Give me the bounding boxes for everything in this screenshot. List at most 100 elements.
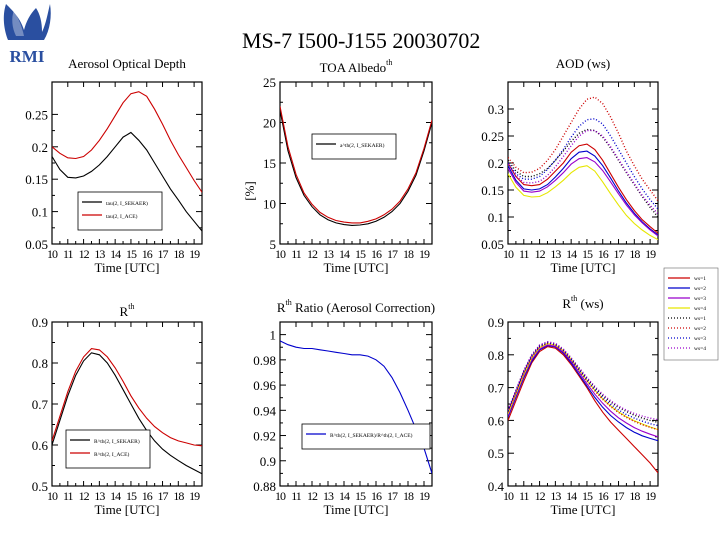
y-tick-label: 20 [263,116,276,131]
ws-legend-label: ws=2 [694,286,706,292]
chart-title-main: R [562,296,571,311]
x-tick-label: 16 [142,247,153,261]
x-tick-label: 13 [94,489,105,503]
y-tick-label: 15 [263,156,276,171]
chart-title-main: TOA Albedo [320,60,387,75]
series-line-7 [508,341,658,427]
legend-frame [77,191,163,231]
legend-frame [65,429,151,469]
x-tick-label: 18 [173,489,184,503]
x-tick-label: 14 [110,247,121,261]
x-tick-label: 18 [403,247,414,261]
y-tick-label: 0.9 [32,315,48,330]
series-line-2 [508,150,658,236]
series-line-1 [280,110,432,226]
legend-label: R^th(2, I_SEKAER) [94,438,140,445]
legend-frame [301,423,431,450]
plot-frame [279,81,433,245]
series-line-1 [280,340,432,474]
x-tick-label: 10 [47,489,58,503]
y-tick-label: 0.88 [253,479,276,494]
series-line-5 [508,341,658,424]
y-tick-label: 0.6 [488,413,505,428]
ws-legend-label: ws=3 [694,296,706,302]
x-tick-label: 13 [323,489,334,503]
legend-label: R^th(2, I_ACE) [94,451,129,458]
chart-title: Rth (ws) [562,294,603,311]
series-line-3 [508,157,658,237]
chart-title: Rth Ratio (Aerosol Correction) [277,298,435,315]
x-axis-label: Time [UTC] [324,502,389,517]
chart-panel-1: Aerosol Optical Depth 10 11 12 13 14 15 16 17 18 1… [25,56,203,275]
y-tick-label: 0.98 [253,353,276,368]
y-tick-label: 0.94 [253,403,276,418]
y-tick-label: 0.8 [32,356,48,371]
y-tick-label: 0.15 [481,183,504,198]
y-tick-label: 0.15 [25,172,48,187]
x-axis-label: Time [UTC] [95,502,160,517]
x-tick-label: 10 [503,247,514,261]
x-tick-label: 19 [645,247,656,261]
x-tick-label: 19 [645,489,656,503]
y-tick-label: 0.1 [488,210,504,225]
y-tick-label: 0.8 [488,348,504,363]
x-tick-label: 14 [566,247,577,261]
series-line-5 [508,128,658,218]
series-line-4 [508,343,658,431]
x-tick-label: 14 [110,489,121,503]
chart-title-superscript: th [386,58,392,67]
legend-label: tau(2, I_ACE) [106,213,138,220]
y-tick-label: 0.7 [32,397,49,412]
chart-title: TOA Albedoth [320,58,393,75]
x-axis-label: Time [UTC] [551,260,616,275]
series-line-3 [508,344,658,438]
series-line-1 [508,143,658,234]
x-tick-label: 17 [614,489,625,503]
x-tick-label: 15 [582,489,593,503]
series-line-2 [280,106,432,224]
series-line-2 [52,91,202,193]
x-tick-label: 11 [291,247,302,261]
x-tick-label: 18 [173,247,184,261]
chart-title-rest: (ws) [577,296,603,311]
x-tick-label: 15 [126,489,137,503]
x-tick-label: 14 [339,247,350,261]
y-tick-label: 10 [263,197,276,212]
y-tick-label: 25 [263,75,276,90]
x-tick-label: 16 [598,247,609,261]
chart-title-main: R [120,304,129,319]
x-tick-label: 19 [189,489,200,503]
y-tick-label: 0.96 [253,378,276,393]
ws-legend: ws=1 ws=2 ws=3 ws=4 ws=1 ws=2 ws=3 ws=4 [663,267,719,361]
x-tick-label: 12 [307,247,318,261]
chart-panel-4: Rth 10 11 12 13 14 15 16 17 18 19 Time [UTC] 0.5 0.6 0… [32,302,203,517]
chart-title: Aerosol Optical Depth [68,56,186,71]
x-tick-label: 16 [598,489,609,503]
chart-title-rest: Ratio (Aerosol Correction) [292,300,435,315]
y-tick-label: 0.7 [488,381,505,396]
x-tick-label: 11 [63,489,74,503]
y-tick-label: 1 [270,328,277,343]
x-tick-label: 17 [387,489,398,503]
series-line-1 [52,131,202,232]
x-tick-label: 18 [403,489,414,503]
plot-frame [279,321,433,487]
x-tick-label: 16 [142,489,153,503]
x-tick-label: 15 [126,247,137,261]
x-tick-label: 10 [503,489,514,503]
x-tick-label: 19 [419,489,430,503]
x-tick-label: 16 [371,489,382,503]
legend-box: a^th(2, I_SEKAER) [311,133,397,160]
rmi-logo: RMI [3,4,51,65]
ws-legend-label: ws=2 [694,326,706,332]
series-line-8 [508,340,658,421]
chart-title: Rth [120,302,135,319]
y-tick-label: 0.5 [488,446,504,461]
chart-title: AOD (ws) [556,56,611,71]
plot-frame [507,81,659,245]
chart-title-superscript: th [571,294,577,303]
x-tick-label: 14 [566,489,577,503]
y-tick-label: 0.4 [488,479,505,494]
x-tick-label: 12 [79,489,90,503]
series-line-7 [508,117,658,210]
